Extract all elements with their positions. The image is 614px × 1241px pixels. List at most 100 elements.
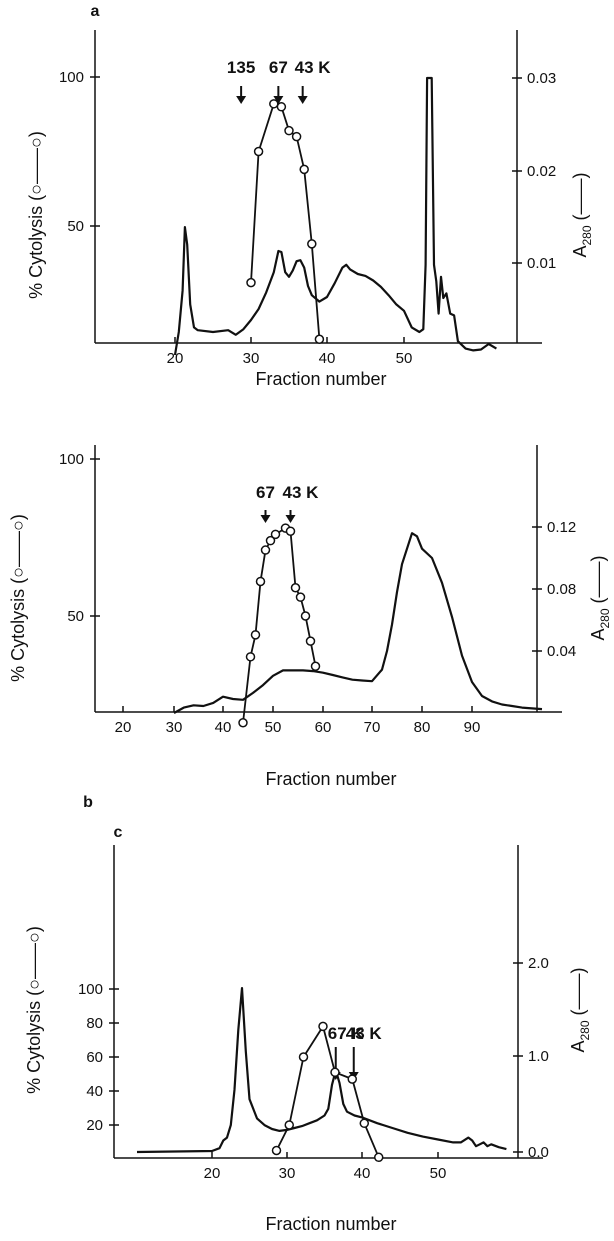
x-tick-label: 30 xyxy=(166,719,183,736)
right-y-tick-label: 0.01 xyxy=(527,255,556,272)
right-y-axis-title: A280 (——) xyxy=(568,967,592,1052)
x-tick-label: 30 xyxy=(279,1165,296,1182)
cytolysis-point xyxy=(265,535,276,546)
x-tick-label: 20 xyxy=(115,719,132,736)
right-y-tick-label: 0.0 xyxy=(528,1144,549,1161)
cytolysis-point xyxy=(299,164,309,175)
cytolysis-point xyxy=(284,1120,294,1130)
mw-marker-arrowhead xyxy=(297,96,308,104)
left-y-tick-label: 100 xyxy=(59,69,84,86)
cytolysis-point xyxy=(271,1145,282,1156)
cytolysis-line xyxy=(275,1024,380,1158)
left-y-tick-label: 50 xyxy=(67,218,84,235)
y2-title-part: A xyxy=(588,629,608,641)
x-tick-label: 20 xyxy=(167,350,184,367)
x-tick-label: 60 xyxy=(315,719,332,736)
cytolysis-point xyxy=(291,131,302,142)
mw-marker-label: 43 K xyxy=(346,1024,383,1043)
cytolysis-point xyxy=(359,1118,370,1129)
x-tick-label: 40 xyxy=(215,719,232,736)
right-y-tick-label: 0.03 xyxy=(527,70,556,87)
x-axis-title: Fraction number xyxy=(265,1214,396,1234)
chart-panel-c: c 20 30 40 50 20 40 60 80 100 0.0 1.0 2.0 Fraction nu… xyxy=(24,824,592,1234)
left-y-axis-title: % Cytolysis (○——○) xyxy=(24,926,44,1094)
left-y-tick-label: 60 xyxy=(86,1049,103,1066)
mw-marker-arrowhead xyxy=(260,515,271,523)
left-y-axis-title: % Cytolysis (○——○) xyxy=(8,514,28,682)
cytolysis-point xyxy=(295,592,306,602)
cytolysis-point xyxy=(298,1052,309,1062)
cytolysis-point xyxy=(255,576,266,587)
cytolysis-point xyxy=(300,611,311,621)
cytolysis-point xyxy=(373,1152,384,1163)
mw-marker-arrowhead xyxy=(285,515,296,523)
cytolysis-point xyxy=(269,99,279,109)
cytolysis-point xyxy=(290,582,301,593)
mw-marker-arrowhead xyxy=(236,96,247,104)
x-tick-label: 50 xyxy=(396,350,413,367)
a280-trace-line xyxy=(173,76,497,356)
left-y-tick-label: 100 xyxy=(59,451,84,468)
cytolysis-point xyxy=(347,1074,357,1084)
x-axis-title: Fraction number xyxy=(265,769,396,789)
y2-title-part: (——) xyxy=(588,555,608,608)
right-y-tick-label: 0.04 xyxy=(547,643,576,660)
cytolysis-point xyxy=(310,661,321,671)
y2-title-part: A xyxy=(570,246,590,258)
mw-marker-label: 67 K xyxy=(328,1024,365,1043)
panel-letter: a xyxy=(91,3,100,20)
y2-title-part: A xyxy=(568,1041,588,1053)
y2-title-sub: 280 xyxy=(578,1020,592,1040)
x-tick-label: 70 xyxy=(364,719,381,736)
left-y-tick-label: 40 xyxy=(86,1083,103,1100)
cytolysis-point xyxy=(260,545,271,555)
mw-marker-label: 67 xyxy=(269,58,288,77)
cytolysis-point xyxy=(284,125,294,136)
right-y-tick-label: 2.0 xyxy=(528,955,549,972)
y2-title-sub: 280 xyxy=(598,608,612,628)
panel-letter: c xyxy=(114,824,123,841)
mw-marker-label: 67 xyxy=(256,483,275,502)
cytolysis-point xyxy=(318,1021,328,1032)
chart-panel-b: b 20 30 40 50 60 70 80 90 50 100 0.04 0.08 0.12 Fracti… xyxy=(8,445,612,811)
cytolysis-point xyxy=(285,526,296,536)
cytolysis-point xyxy=(250,630,261,640)
mw-marker-arrowhead xyxy=(273,96,284,104)
x-tick-label: 50 xyxy=(265,719,282,736)
cytolysis-point xyxy=(305,636,316,646)
right-y-tick-label: 0.08 xyxy=(547,581,576,598)
cytolysis-point xyxy=(270,529,281,540)
cytolysis-point xyxy=(245,652,256,662)
left-y-tick-label: 80 xyxy=(86,1015,103,1032)
x-tick-label: 50 xyxy=(430,1165,447,1182)
x-tick-label: 80 xyxy=(414,719,431,736)
mw-marker-label: 43 K xyxy=(295,58,332,77)
x-tick-label: 20 xyxy=(204,1165,221,1182)
a280-trace-line xyxy=(173,532,543,714)
x-tick-label: 40 xyxy=(354,1165,371,1182)
cytolysis-point xyxy=(276,102,287,112)
right-y-tick-label: 0.02 xyxy=(527,163,556,180)
right-y-tick-label: 1.0 xyxy=(528,1048,549,1065)
cytolysis-point xyxy=(307,239,317,249)
cytolysis-point xyxy=(314,334,325,344)
y2-title-part: (——) xyxy=(570,172,590,225)
chart-panel-a: a 20 30 40 50 50 100 0.01 0.02 0.03 Fraction numbe… xyxy=(26,3,594,389)
right-y-axis-title: A280 (——) xyxy=(570,172,594,257)
y2-title-sub: 280 xyxy=(580,225,594,245)
y2-title-part: (——) xyxy=(568,967,588,1020)
x-tick-label: 40 xyxy=(319,350,336,367)
left-y-tick-label: 20 xyxy=(86,1117,103,1134)
left-y-axis-title: % Cytolysis (○——○) xyxy=(26,131,46,299)
left-y-tick-label: 50 xyxy=(67,608,84,625)
cytolysis-point xyxy=(253,146,264,157)
cytolysis-point xyxy=(238,718,248,728)
left-y-tick-label: 100 xyxy=(78,981,103,998)
right-y-tick-label: 0.12 xyxy=(547,519,576,536)
mw-marker-label: 43 K xyxy=(283,483,320,502)
cytolysis-point xyxy=(330,1067,340,1078)
mw-marker-label: 135 xyxy=(227,58,255,77)
x-tick-label: 90 xyxy=(464,719,481,736)
cytolysis-point xyxy=(246,277,256,288)
